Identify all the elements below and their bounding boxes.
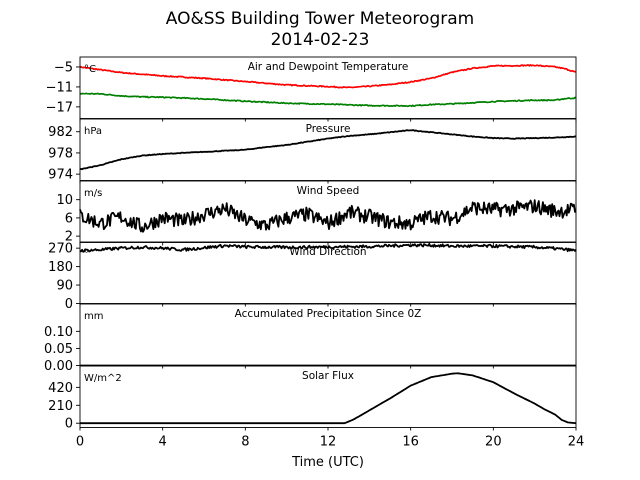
y-tick-label: 210 xyxy=(48,399,73,414)
y-tick-label: −5 xyxy=(54,60,73,75)
series-line-1-2 xyxy=(79,92,577,108)
panel-unit-label: °C xyxy=(84,64,96,75)
panel-4: 270 180 90 0 ° Wind Direction xyxy=(48,241,577,312)
panel-2: 982 978 974 hPa Pressure xyxy=(48,118,577,184)
y-tick-label: 0.10 xyxy=(44,325,73,340)
figure-title: AO&SS Building Tower Meteorogram xyxy=(166,9,474,29)
panel-unit-label: W/m^2 xyxy=(84,373,122,384)
x-tick-label: 16 xyxy=(402,435,419,450)
panel-title: Air and Dewpoint Temperature xyxy=(248,61,409,73)
y-tick-label: 2 xyxy=(65,230,73,245)
y-tick-label: −11 xyxy=(46,80,73,95)
y-tick-label: 90 xyxy=(56,279,73,294)
y-tick-label: −17 xyxy=(46,100,73,115)
panel-title: Wind Speed xyxy=(297,185,360,197)
panel-title: Wind Direction xyxy=(289,246,366,258)
x-tick-label: 12 xyxy=(320,435,337,450)
y-tick-label: 6 xyxy=(65,211,73,226)
y-tick-label: 270 xyxy=(48,242,73,257)
panel-unit-label: hPa xyxy=(84,126,102,137)
x-tick-label: 0 xyxy=(76,435,84,450)
panel-title: Pressure xyxy=(306,123,351,135)
y-tick-label: 0.05 xyxy=(44,342,73,357)
y-tick-label: 0.00 xyxy=(44,359,73,374)
x-axis-label: Time (UTC) xyxy=(291,455,364,470)
panel-title: Solar Flux xyxy=(302,370,354,382)
y-tick-label: 0 xyxy=(65,297,73,312)
figure-subtitle: 2014-02-23 xyxy=(271,30,370,50)
panel-1: −5 −11 −17 °C Air and Dewpoint Temperature xyxy=(46,56,577,122)
panel-unit-label: m/s xyxy=(84,188,102,199)
y-tick-label: 982 xyxy=(48,125,73,140)
panel-unit-label: mm xyxy=(84,311,103,322)
panel-title: Accumulated Precipitation Since 0Z xyxy=(235,308,422,320)
series-line-3-1 xyxy=(79,199,577,233)
y-tick-label: 420 xyxy=(48,381,73,396)
chart-panels: −5 −11 −17 °C Air and Dewpoint Temperature 98… xyxy=(44,56,577,432)
panel-5: 0.10 0.05 0.00 mm Accumulated Precipitation … xyxy=(44,303,577,374)
series-line-6-1 xyxy=(80,372,577,425)
panel-3: 10 6 2 m/s Wind Speed xyxy=(56,180,577,246)
panel-6: 420 210 0 W/m^2 Solar Flux xyxy=(48,365,577,432)
y-tick-label: 180 xyxy=(48,260,73,275)
series-line-1-1 xyxy=(79,64,577,89)
x-tick-label: 24 xyxy=(568,435,585,450)
x-tick-label: 8 xyxy=(241,435,249,450)
y-tick-label: 10 xyxy=(56,193,73,208)
series-line-2-1 xyxy=(79,129,577,171)
x-axis: 0 4 8 12 16 20 24 xyxy=(76,435,584,450)
x-tick-label: 20 xyxy=(485,435,502,450)
y-tick-label: 978 xyxy=(48,146,73,161)
y-tick-label: 0 xyxy=(65,417,73,432)
series-line-4-1 xyxy=(79,242,577,253)
x-tick-label: 4 xyxy=(159,435,167,450)
panel-unit-label: ° xyxy=(84,249,89,260)
y-tick-label: 974 xyxy=(48,168,73,183)
